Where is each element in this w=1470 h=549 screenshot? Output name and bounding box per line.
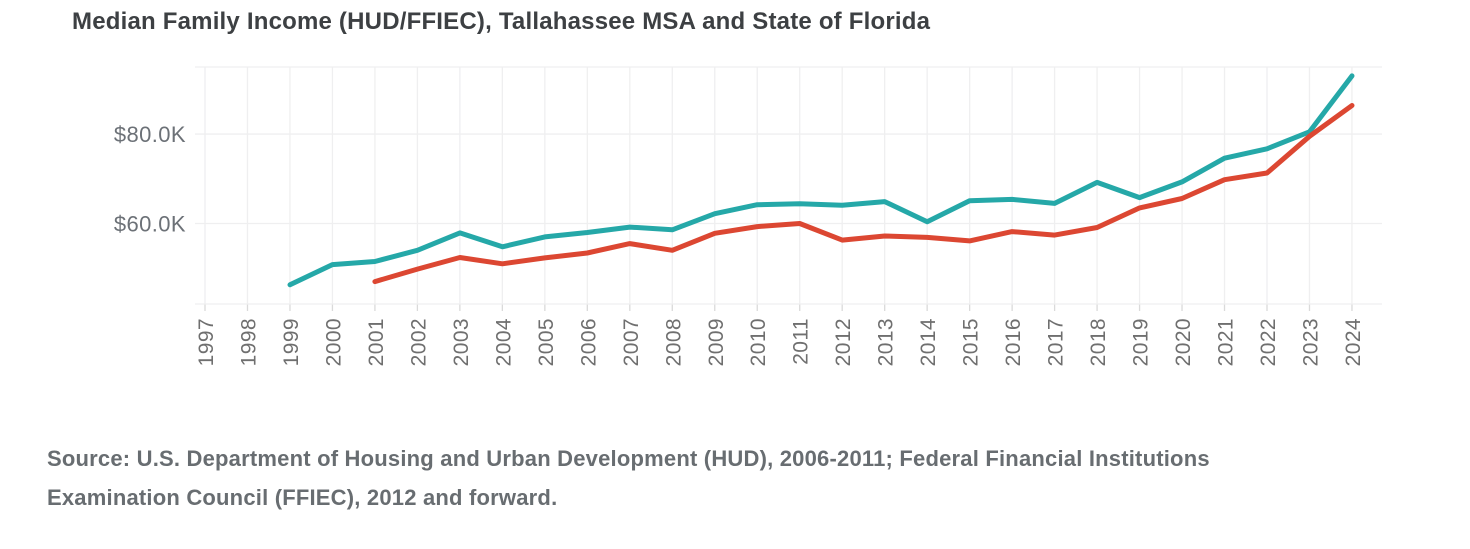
x-tick-label-2020: 2020 (1172, 318, 1195, 366)
x-tick-label-2008: 2008 (662, 318, 685, 366)
x-tick-label-2006: 2006 (577, 318, 600, 366)
series-line-state-of-florida (372, 103, 1355, 285)
horizontal-gridlines (195, 66, 1382, 305)
x-tick-label-2015: 2015 (960, 318, 983, 366)
x-tick-label-2021: 2021 (1215, 318, 1238, 366)
x-tick-label-1998: 1998 (237, 318, 260, 366)
x-tick-label-2013: 2013 (875, 318, 898, 366)
series-line-tallahassee-msa (287, 73, 1355, 288)
vertical-gridlines (204, 67, 1353, 304)
x-tick-label-2007: 2007 (620, 318, 643, 366)
x-tick-label-2000: 2000 (322, 318, 345, 366)
x-tick-label-2019: 2019 (1130, 318, 1153, 366)
x-tick-label-2002: 2002 (407, 318, 430, 366)
source-note: Source: U.S. Department of Housing and U… (47, 440, 1210, 517)
x-tick-label-2009: 2009 (705, 318, 728, 366)
axis-ticks (204, 304, 1353, 311)
y-tick-label-$80.0K: $80.0K (114, 122, 186, 147)
y-axis-labels: $60.0K $80.0K (114, 122, 186, 236)
source-line-2: Examination Council (FFIEC), 2012 and fo… (47, 484, 558, 510)
x-tick-label-2005: 2005 (535, 318, 558, 366)
x-tick-label-2010: 2010 (747, 318, 770, 366)
chart-title: Median Family Income (HUD/FFIEC), Tallah… (72, 8, 931, 35)
x-tick-label-2022: 2022 (1257, 318, 1280, 366)
x-tick-label-2004: 2004 (492, 318, 515, 366)
x-tick-label-1997: 1997 (195, 318, 218, 366)
x-tick-label-2023: 2023 (1299, 318, 1322, 366)
source-line-1: Source: U.S. Department of Housing and U… (47, 446, 1210, 471)
x-axis-labels: 1997 1998 1999 2000 2001 2002 2003 2004 2005 2006… (195, 318, 1365, 366)
x-tick-label-2001: 2001 (365, 318, 388, 366)
x-tick-label-2003: 2003 (450, 318, 473, 366)
x-tick-label-2018: 2018 (1087, 318, 1110, 366)
x-tick-label-2016: 2016 (1002, 318, 1025, 366)
x-tick-label-1999: 1999 (280, 318, 303, 366)
x-tick-label-2017: 2017 (1045, 318, 1068, 366)
y-tick-label-$60.0K: $60.0K (114, 212, 186, 237)
x-tick-label-2011: 2011 (790, 318, 813, 365)
x-tick-label-2014: 2014 (917, 318, 940, 366)
x-tick-label-2024: 2024 (1342, 318, 1365, 366)
x-tick-label-2012: 2012 (832, 318, 855, 366)
